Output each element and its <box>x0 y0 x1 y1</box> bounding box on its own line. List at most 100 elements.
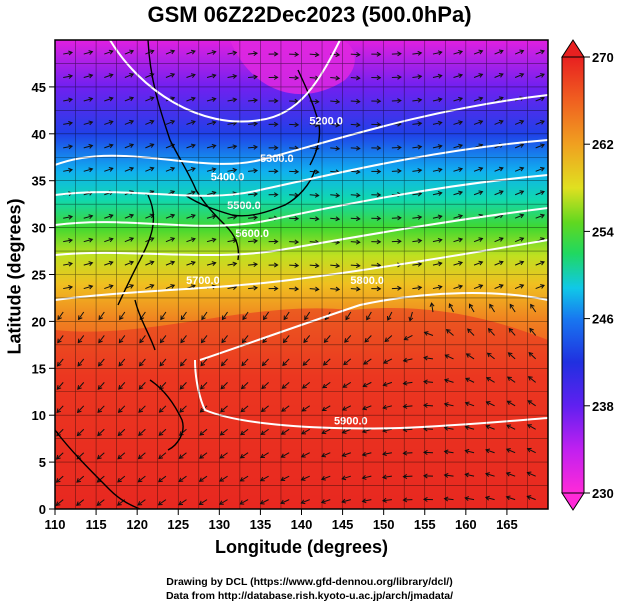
wind-vector <box>145 284 154 290</box>
wind-vector-head <box>190 73 196 78</box>
wind-vector <box>330 77 340 79</box>
wind-vector <box>403 405 413 408</box>
wind-vector-head <box>540 213 545 219</box>
colorbar-bottom-arrow <box>561 492 585 511</box>
wind-vector-head <box>478 284 484 289</box>
wind-vector <box>485 473 495 477</box>
wind-vector-head <box>509 303 515 309</box>
wind-vector <box>514 120 524 125</box>
wind-vector-head <box>458 120 464 126</box>
wind-vector-head <box>159 361 165 367</box>
wind-vector-head <box>437 237 443 243</box>
wind-vector-head <box>323 338 329 344</box>
wind-vector-head <box>57 315 62 321</box>
wind-vector-head <box>129 213 135 219</box>
wind-vector <box>494 50 504 55</box>
wind-vector <box>281 428 290 435</box>
wind-vector-head <box>458 167 464 172</box>
wind-vector-head <box>464 496 470 502</box>
wind-vector-head <box>417 121 423 127</box>
wind-vector-head <box>211 167 217 173</box>
wind-vector-head <box>108 73 114 78</box>
wind-vector <box>165 237 175 243</box>
wind-vector-head <box>458 73 464 79</box>
wind-vector <box>104 50 113 55</box>
wind-vector-head <box>355 263 361 269</box>
wind-vector <box>465 473 475 477</box>
wind-vector-head <box>118 385 123 390</box>
wind-vector <box>494 73 504 78</box>
x-tick-label: 125 <box>167 517 189 532</box>
chart-title: GSM 06Z22Dec2023 (500.0hPa) <box>147 2 472 27</box>
wind-vector-head <box>402 474 408 479</box>
wind-vector <box>206 168 216 172</box>
wind-vector <box>145 167 154 172</box>
wind-vector <box>485 449 495 454</box>
wind-vector-head <box>364 337 370 343</box>
wind-vector <box>227 216 237 219</box>
wind-vector <box>180 335 187 343</box>
wind-vector <box>322 428 331 434</box>
wind-vector-head <box>149 284 155 289</box>
wind-vector-head <box>282 361 287 367</box>
wind-vector-head <box>423 379 428 385</box>
wind-vector <box>222 311 228 320</box>
wind-vector-head <box>220 407 225 413</box>
wind-vector-head <box>108 143 114 149</box>
wind-vector-head <box>498 166 504 172</box>
wind-vector <box>77 428 85 436</box>
wind-vector-head <box>505 495 511 501</box>
wind-vector <box>261 382 269 389</box>
wind-vector-head <box>97 385 103 390</box>
wind-vector <box>104 261 113 266</box>
wind-vector-head <box>88 284 94 290</box>
y-tick-label: 35 <box>32 174 46 189</box>
wind-vector <box>309 264 319 267</box>
wind-vector-head <box>198 477 204 482</box>
wind-vector-head <box>321 406 327 411</box>
wind-vector <box>514 73 524 78</box>
wind-vector-head <box>417 144 423 150</box>
wind-vector-head <box>527 400 533 405</box>
wind-vector <box>432 192 442 196</box>
wind-vector-head <box>253 144 259 150</box>
wind-vector-head <box>108 260 114 266</box>
height-contours <box>55 40 548 430</box>
wind-vector-head <box>170 73 176 78</box>
wind-vector <box>248 240 258 243</box>
wind-vector-head <box>139 338 144 344</box>
wind-vector-head <box>77 385 82 390</box>
wind-vector <box>488 328 495 336</box>
wind-vector-head <box>397 74 402 80</box>
y-axis-label: Latitude (degrees) <box>4 198 25 355</box>
wind-vector-head <box>211 261 217 266</box>
wind-vector <box>180 311 187 320</box>
wind-vector <box>281 405 290 412</box>
wind-vector-head <box>402 357 408 363</box>
wind-vector-head <box>314 169 320 175</box>
wind-vector <box>199 475 208 482</box>
wind-vector-head <box>301 430 306 435</box>
wind-vector-head <box>253 51 259 56</box>
wind-vector-head <box>241 338 247 344</box>
wind-vector-head <box>355 122 361 128</box>
wind-vector <box>350 241 360 243</box>
wind-vector <box>221 358 228 366</box>
wind-vector-head <box>240 407 246 413</box>
wind-vector-head <box>88 73 94 79</box>
wind-vector-head <box>314 286 320 292</box>
wind-vector-head <box>464 425 470 430</box>
wind-vector-head <box>361 498 367 504</box>
wind-vector <box>158 475 167 483</box>
wind-vector <box>159 358 167 367</box>
wind-vector <box>63 51 73 55</box>
wind-vector-head <box>199 431 205 436</box>
wind-vector <box>412 286 422 290</box>
wind-vector-head <box>117 454 123 460</box>
wind-vector <box>180 358 187 367</box>
wind-vector <box>104 285 113 290</box>
wind-vector-head <box>117 431 123 437</box>
wind-vector <box>486 425 495 430</box>
wind-vector <box>138 452 146 459</box>
wind-vector-head <box>190 190 196 196</box>
